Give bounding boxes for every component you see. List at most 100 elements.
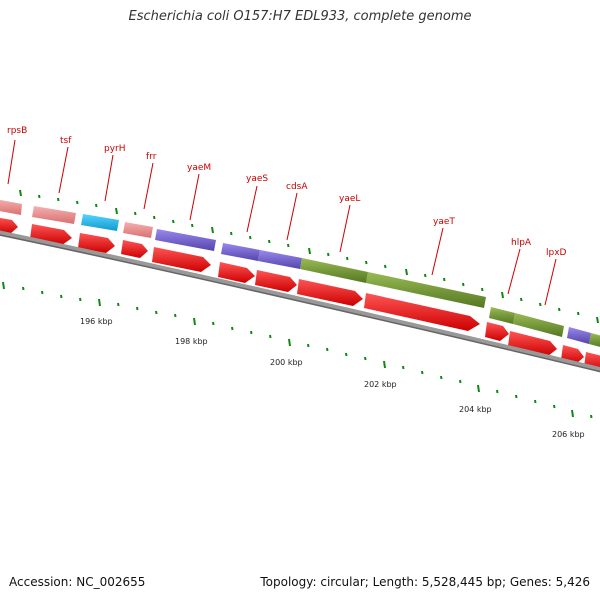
tick-mark bbox=[211, 226, 214, 234]
lower-tick-row bbox=[2, 281, 593, 419]
feature-block bbox=[300, 258, 368, 283]
tick-mark bbox=[172, 219, 175, 224]
tick-mark bbox=[287, 243, 290, 248]
tick-mark bbox=[136, 306, 139, 311]
tick-mark bbox=[424, 273, 427, 278]
tick-mark bbox=[268, 239, 271, 244]
tick-mark bbox=[577, 311, 580, 316]
tick-mark bbox=[174, 313, 177, 318]
leader-line bbox=[507, 248, 521, 295]
feature-block bbox=[0, 199, 22, 215]
tick-mark bbox=[79, 297, 82, 302]
cds-arrow bbox=[78, 233, 115, 253]
leader-line bbox=[286, 192, 298, 241]
gene-label-hlpA: hlpA bbox=[511, 238, 532, 248]
tick-mark bbox=[515, 394, 518, 399]
tick-mark bbox=[501, 291, 504, 299]
feature-block bbox=[123, 222, 153, 238]
cds-arrow bbox=[508, 331, 557, 356]
gene-label-yaeS: yaeS bbox=[246, 174, 268, 184]
feature-block bbox=[567, 327, 591, 344]
tick-mark bbox=[383, 360, 386, 369]
tick-mark bbox=[346, 256, 349, 261]
accession-text: Accession: NC_002655 bbox=[9, 575, 146, 589]
tick-mark bbox=[553, 404, 556, 409]
feature-band bbox=[0, 199, 600, 347]
kbp-label: 196 kbp bbox=[80, 317, 113, 326]
tick-mark bbox=[534, 399, 537, 404]
tick-mark bbox=[269, 334, 272, 339]
tick-mark bbox=[477, 384, 480, 393]
gene-label-yaeT: yaeT bbox=[433, 217, 455, 227]
leader-line bbox=[143, 162, 154, 210]
tick-mark bbox=[307, 343, 310, 348]
feature-block bbox=[258, 250, 302, 269]
gene-leader-lines bbox=[7, 139, 557, 306]
leader-line bbox=[104, 154, 114, 202]
gene-label-pyrH: pyrH bbox=[104, 144, 126, 154]
tick-mark bbox=[496, 389, 499, 394]
tick-mark bbox=[571, 409, 574, 418]
tick-mark bbox=[384, 264, 387, 269]
tick-mark bbox=[22, 286, 25, 291]
cds-arrow bbox=[364, 293, 480, 331]
feature-block bbox=[32, 206, 76, 224]
kbp-label: 204 kbp bbox=[459, 405, 492, 414]
gene-label-frr: frr bbox=[146, 152, 157, 162]
genome-backbone-shadow bbox=[0, 234, 600, 373]
leader-line bbox=[544, 258, 557, 306]
tick-mark bbox=[95, 203, 98, 208]
gene-label-yaeL: yaeL bbox=[339, 194, 360, 204]
tick-mark bbox=[590, 414, 593, 419]
tick-mark bbox=[421, 370, 424, 375]
arrow-band bbox=[0, 217, 600, 371]
tick-mark bbox=[134, 211, 137, 216]
tick-mark bbox=[365, 260, 368, 265]
cds-arrow bbox=[485, 322, 509, 341]
leader-line bbox=[339, 204, 351, 253]
tick-mark bbox=[327, 252, 330, 257]
tick-mark bbox=[539, 302, 542, 307]
tick-mark bbox=[558, 307, 561, 312]
cds-arrow bbox=[297, 279, 363, 306]
tick-mark bbox=[443, 277, 446, 282]
tick-mark bbox=[405, 268, 408, 276]
tick-mark bbox=[459, 379, 462, 384]
tick-mark bbox=[250, 330, 253, 335]
tick-mark bbox=[2, 281, 5, 290]
tick-mark bbox=[76, 200, 79, 205]
feature-block bbox=[589, 333, 600, 347]
feature-block bbox=[155, 229, 216, 251]
feature-block bbox=[489, 307, 515, 324]
tick-mark bbox=[345, 352, 348, 357]
leader-line bbox=[58, 146, 69, 194]
upper-tick-row bbox=[19, 189, 599, 324]
tick-mark bbox=[231, 326, 234, 331]
page-title: Escherichia coli O157:H7 EDL933, complet… bbox=[128, 9, 472, 24]
kbp-label: 202 kbp bbox=[364, 380, 397, 389]
tick-mark bbox=[98, 298, 101, 307]
tick-mark bbox=[402, 365, 405, 370]
cds-arrow bbox=[121, 240, 148, 258]
gene-label-cdsA: cdsA bbox=[286, 182, 308, 192]
gene-label-rpsB: rpsB bbox=[7, 126, 27, 136]
gene-label-yaeM: yaeM bbox=[187, 163, 211, 173]
feature-block bbox=[366, 272, 486, 308]
leader-line bbox=[189, 173, 200, 221]
tick-mark bbox=[57, 197, 60, 202]
feature-block bbox=[81, 214, 119, 231]
tick-mark bbox=[38, 194, 41, 199]
tick-mark bbox=[60, 294, 63, 299]
tick-mark bbox=[326, 347, 329, 352]
tick-mark bbox=[153, 215, 156, 220]
cds-arrow bbox=[218, 262, 255, 283]
tick-mark bbox=[308, 247, 311, 255]
gene-label-group: rpsB tsf pyrH frr yaeM yaeS cdsA yaeL ya… bbox=[7, 126, 567, 258]
kbp-label-group: 196 kbp 198 kbp 200 kbp 202 kbp 204 kbp … bbox=[80, 317, 585, 439]
genome-stats-text: Topology: circular; Length: 5,528,445 bp… bbox=[260, 575, 590, 589]
tick-mark bbox=[193, 317, 196, 326]
gene-label-lpxD: lpxD bbox=[546, 248, 567, 258]
genome-backbone bbox=[0, 230, 600, 373]
tick-mark bbox=[115, 207, 118, 215]
tick-mark bbox=[230, 231, 233, 236]
